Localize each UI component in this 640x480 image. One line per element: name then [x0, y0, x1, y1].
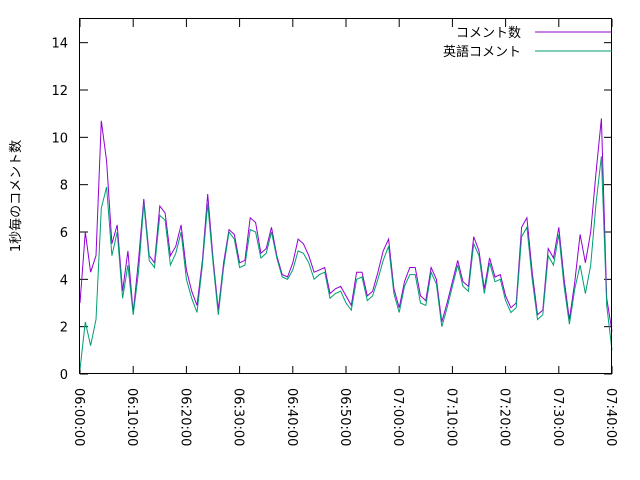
y-tick-label: 4 — [60, 273, 68, 288]
x-tick-label: 07:30:00 — [550, 388, 565, 446]
x-tick-label: 07:10:00 — [443, 388, 458, 446]
x-axis-ticks: 06:00:00 06:10:00 06:20:00 06:30:00 06:40:00… — [71, 19, 618, 446]
y-tick-label: 10 — [51, 131, 68, 146]
y-tick-label: 8 — [60, 179, 68, 194]
legend-label: コメント数 — [456, 26, 521, 41]
x-tick-label: 06:30:00 — [231, 388, 246, 446]
plot-frame — [79, 18, 612, 374]
y-tick-label: 12 — [51, 84, 68, 99]
series-line-2 — [79, 156, 613, 370]
x-tick-label: 06:40:00 — [284, 388, 299, 446]
y-tick-label: 0 — [60, 368, 68, 383]
y-tick-label: 2 — [60, 321, 68, 336]
y-axis-label: 1秒毎のコメント数 — [8, 140, 24, 252]
x-tick-label: 06:00:00 — [71, 388, 86, 446]
series-line-1 — [79, 118, 613, 332]
x-tick-label: 06:10:00 — [124, 388, 139, 446]
y-axis-ticks: 0 2 4 6 8 10 12 14 — [51, 37, 612, 383]
y-tick-label: 14 — [51, 37, 68, 52]
x-tick-label: 06:50:00 — [337, 388, 352, 446]
x-tick-label: 07:00:00 — [390, 388, 405, 446]
plot-lines — [79, 118, 613, 370]
legend-label: 英語コメント — [443, 44, 521, 60]
y-tick-label: 6 — [60, 226, 68, 241]
x-tick-label: 07:20:00 — [497, 388, 512, 446]
x-tick-label: 06:20:00 — [177, 388, 192, 446]
x-tick-label: 07:40:00 — [603, 388, 618, 446]
